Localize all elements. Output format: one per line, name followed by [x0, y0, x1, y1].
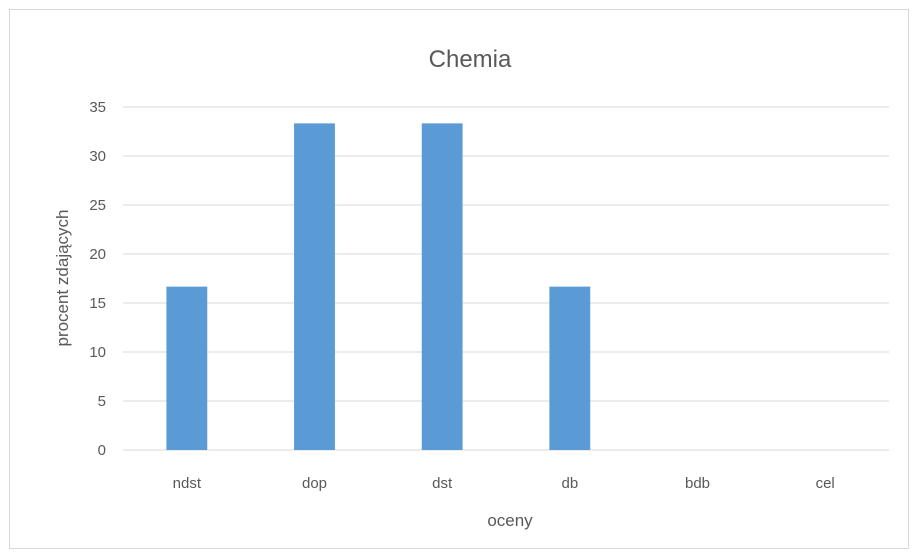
- x-tick-label-dst: dst: [432, 475, 453, 492]
- y-axis-title: procent zdających: [53, 209, 72, 346]
- y-tick-label: 15: [89, 295, 106, 312]
- bar-ndst: [166, 286, 208, 450]
- bar-dst: [421, 123, 463, 450]
- y-tick-label: 10: [89, 344, 106, 361]
- y-tick-label: 25: [89, 197, 106, 214]
- bar-dop: [294, 123, 335, 450]
- x-tick-label-dop: dop: [302, 475, 327, 492]
- x-tick-label-db: db: [561, 475, 578, 492]
- y-tick-label: 20: [89, 246, 106, 263]
- x-tick-labels: ndst dop dst db bdb cel: [173, 475, 835, 492]
- x-tick-label-cel: cel: [816, 475, 835, 492]
- y-tick-labels: 0 5 10 15 20 25 30 35: [89, 99, 106, 459]
- y-tick-label: 35: [89, 99, 106, 116]
- x-tick-label-ndst: ndst: [173, 475, 202, 492]
- y-tick-label: 0: [98, 442, 106, 459]
- chart-title: Chemia: [429, 46, 512, 73]
- x-axis-title: oceny: [487, 511, 533, 530]
- y-tick-label: 30: [89, 148, 106, 165]
- bar-db: [549, 286, 591, 450]
- gridlines: [123, 106, 889, 451]
- y-tick-label: 5: [98, 393, 106, 410]
- bars: [166, 123, 591, 450]
- x-tick-label-bdb: bdb: [685, 475, 710, 492]
